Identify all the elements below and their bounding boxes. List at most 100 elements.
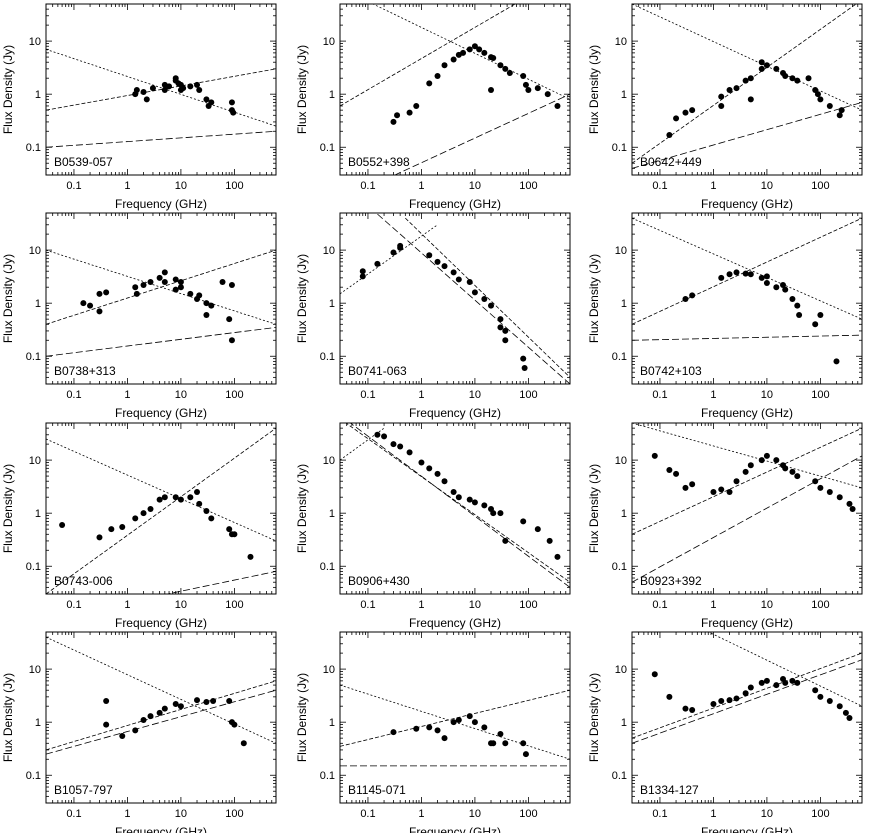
plot-frame	[339, 631, 571, 804]
data-point	[782, 679, 789, 686]
x-tick-label: 10	[175, 808, 187, 820]
data-point	[520, 518, 527, 525]
data-point	[226, 526, 233, 533]
data-point	[554, 553, 561, 560]
x-axis-label: Frequency (GHz)	[409, 406, 501, 420]
data-point	[450, 56, 457, 63]
plot-frame	[45, 631, 277, 804]
data-point	[817, 96, 824, 103]
data-point	[390, 729, 397, 736]
data-point	[156, 496, 163, 503]
x-tick-label: 0.1	[652, 808, 667, 820]
panel: 0.1 1 10 100 0.1 1 10 Frequency (GHz) Flux Densi…	[1, 3, 277, 211]
y-tick-label: 10	[323, 664, 335, 676]
x-tick-label: 10	[761, 599, 773, 611]
data-point	[817, 484, 824, 491]
data-point	[450, 719, 457, 726]
plot-frame	[631, 631, 863, 804]
data-point	[742, 270, 749, 277]
data-point	[782, 465, 789, 472]
data-point	[172, 276, 179, 283]
data-point	[226, 316, 233, 323]
data-point	[434, 470, 441, 477]
data-point	[96, 308, 103, 315]
plot-frame	[45, 212, 277, 385]
data-point	[718, 486, 725, 493]
data-point	[103, 721, 110, 728]
data-point	[133, 86, 140, 93]
data-point	[172, 286, 179, 293]
data-point	[497, 730, 504, 737]
data-point	[481, 724, 488, 731]
data-point	[426, 80, 433, 87]
data-point	[763, 62, 770, 69]
y-tick-label: 1	[329, 717, 335, 729]
data-point	[177, 279, 184, 286]
y-axis-label: Flux Density (Jy)	[587, 45, 601, 134]
data-point	[143, 96, 150, 103]
data-point	[397, 443, 404, 450]
data-points	[651, 671, 853, 721]
x-tick-label: 1	[124, 599, 130, 611]
plot-frame	[339, 3, 571, 176]
fit-lines	[340, 423, 570, 588]
data-point	[773, 457, 780, 464]
data-point	[80, 300, 87, 307]
data-point	[747, 271, 754, 278]
data-point	[794, 679, 801, 686]
x-tick-label: 0.1	[652, 180, 667, 192]
data-point	[502, 537, 509, 544]
data-point	[773, 284, 780, 291]
data-point	[520, 355, 527, 362]
data-point	[814, 91, 821, 98]
data-point	[522, 751, 529, 758]
x-tick-label: 100	[519, 180, 537, 192]
data-point	[226, 698, 233, 705]
y-tick-label: 0.1	[320, 561, 335, 573]
source-name: B1334-127	[640, 783, 699, 797]
x-tick-label: 0.1	[66, 180, 81, 192]
x-tick-label: 10	[469, 389, 481, 401]
x-axis-label: Frequency (GHz)	[115, 406, 207, 420]
panel: 0.1 1 10 100 0.1 1 10 Frequency (GHz) Flux Densi…	[295, 422, 571, 630]
fit-line	[632, 4, 862, 111]
x-axis-label: Frequency (GHz)	[115, 197, 207, 211]
fit-line	[46, 249, 276, 325]
data-point	[434, 72, 441, 79]
data-point	[466, 279, 473, 286]
data-point	[521, 365, 528, 372]
data-point	[682, 484, 689, 491]
source-name: B0741-063	[348, 364, 407, 378]
data-point	[87, 302, 94, 309]
data-point	[203, 96, 210, 103]
x-tick-label: 100	[519, 808, 537, 820]
data-point	[747, 75, 754, 82]
data-point	[682, 705, 689, 712]
data-point	[726, 271, 733, 278]
data-point	[96, 534, 103, 541]
fit-line	[46, 68, 276, 111]
data-point	[140, 510, 147, 517]
data-point	[718, 274, 725, 281]
data-point	[826, 489, 833, 496]
data-point	[742, 690, 749, 697]
y-tick-label: 0.1	[320, 351, 335, 363]
data-point	[103, 698, 110, 705]
data-point	[132, 515, 139, 522]
data-point	[208, 302, 215, 309]
x-axis-label: Frequency (GHz)	[409, 825, 501, 833]
data-point	[196, 86, 203, 93]
data-point	[838, 107, 845, 114]
data-point	[546, 537, 553, 544]
x-axis-label: Frequency (GHz)	[701, 197, 793, 211]
data-point	[455, 494, 462, 501]
fit-line	[632, 334, 862, 341]
data-point	[673, 115, 680, 122]
x-axis-label: Frequency (GHz)	[409, 616, 501, 630]
data-point	[172, 75, 179, 82]
data-point	[230, 109, 237, 116]
data-point	[476, 46, 483, 53]
data-point	[812, 478, 819, 485]
data-point	[673, 470, 680, 477]
